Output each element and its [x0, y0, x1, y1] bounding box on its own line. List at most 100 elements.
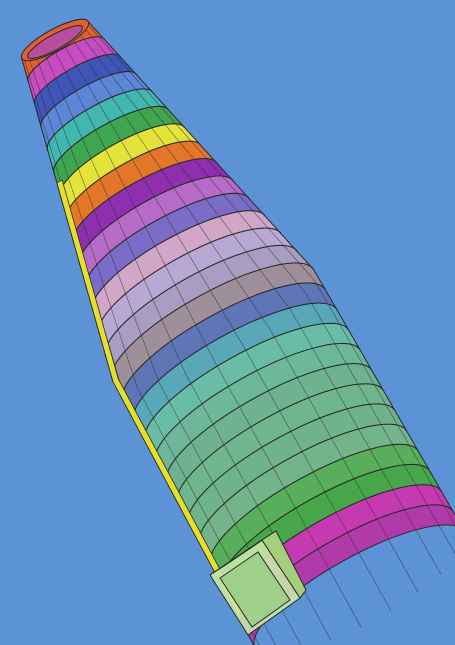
- mesh-line: [65, 101, 77, 125]
- mesh-line: [254, 365, 266, 387]
- mesh-line: [337, 449, 350, 471]
- mesh-line: [129, 122, 144, 144]
- mesh-line: [164, 123, 181, 143]
- top-opening: [20, 18, 90, 62]
- mesh-line: [88, 24, 105, 44]
- mesh-line: [147, 407, 160, 429]
- mesh-line: [191, 259, 205, 282]
- mesh-line: [326, 429, 339, 451]
- mesh-line: [132, 85, 149, 106]
- mesh-line: [31, 83, 39, 107]
- mesh-line: [200, 191, 216, 212]
- mesh-line: [265, 385, 278, 407]
- mesh-line: [24, 60, 32, 84]
- mesh-line: [203, 465, 215, 486]
- mesh-line: [198, 225, 214, 246]
- mesh-line: [153, 195, 167, 218]
- mesh-line: [417, 533, 430, 554]
- mesh-line: [281, 608, 293, 630]
- mesh-line: [111, 162, 124, 185]
- mesh-line: [333, 508, 346, 530]
- mesh-line: [382, 472, 395, 493]
- mesh-line: [66, 73, 79, 97]
- mesh-line: [429, 553, 442, 575]
- mesh-line: [258, 236, 275, 257]
- mesh-line: [73, 40, 88, 62]
- mesh-line: [110, 74, 126, 95]
- mesh-line: [322, 488, 335, 509]
- mesh-line: [123, 184, 136, 207]
- mesh-line: [304, 524, 317, 546]
- mesh-line: [136, 79, 153, 98]
- mesh-line: [371, 380, 385, 402]
- mesh-line: [338, 586, 351, 607]
- mesh-line: [225, 506, 238, 528]
- mesh-line: [395, 421, 408, 442]
- mesh-line: [150, 359, 160, 383]
- mesh-line: [80, 174, 90, 198]
- mesh-line: [233, 188, 250, 208]
- mesh-line: [395, 551, 408, 573]
- mesh-line: [51, 153, 60, 177]
- mesh-line: [215, 211, 231, 232]
- mesh-line: [406, 513, 419, 534]
- mesh-line: [291, 368, 304, 389]
- mesh-line: [44, 107, 54, 131]
- mesh-line: [302, 330, 315, 351]
- mesh-line: [214, 485, 227, 507]
- mesh-line: [179, 142, 197, 162]
- mesh-line: [165, 328, 176, 352]
- mesh-line: [101, 81, 116, 103]
- mesh-line: [236, 401, 249, 423]
- mesh-line: [121, 340, 130, 364]
- cylinder-rings: [20, 18, 455, 645]
- mesh-line: [290, 274, 307, 294]
- mesh-line: [325, 299, 338, 321]
- mesh-line: [179, 238, 193, 260]
- mesh-line: [29, 60, 38, 84]
- mesh-line: [314, 408, 327, 430]
- mesh-line: [247, 422, 260, 444]
- mesh-line: [45, 82, 55, 106]
- mesh-line: [148, 104, 165, 125]
- mesh-line: [242, 344, 255, 366]
- mesh-line: [195, 161, 212, 181]
- mesh-line: [214, 531, 226, 553]
- mesh-line: [203, 510, 215, 532]
- mesh-line: [305, 293, 319, 314]
- mesh-line: [269, 634, 276, 645]
- mesh-line: [64, 46, 78, 69]
- mesh-line: [379, 590, 392, 611]
- mesh-line: [55, 51, 67, 75]
- mesh-line: [85, 29, 102, 49]
- mesh-line: [367, 569, 380, 591]
- mesh-line: [340, 354, 353, 375]
- mesh-line: [290, 309, 303, 331]
- mesh-line: [441, 501, 454, 523]
- mesh-line: [245, 250, 261, 271]
- mesh-line: [141, 336, 151, 360]
- mesh-line: [175, 351, 186, 374]
- mesh-line: [125, 237, 136, 261]
- mesh-line: [168, 272, 181, 295]
- mesh-line: [293, 504, 305, 526]
- mesh-line: [359, 431, 372, 453]
- mesh-line: [433, 516, 446, 537]
- mesh-line: [97, 220, 108, 245]
- small-box-attachment: [209, 530, 307, 636]
- mesh-line: [71, 151, 82, 175]
- mesh-line: [360, 490, 373, 512]
- mesh-line: [83, 223, 92, 248]
- mesh-line: [169, 448, 182, 470]
- mesh-line: [169, 403, 182, 425]
- mesh-line: [191, 490, 204, 511]
- mesh-line: [275, 290, 291, 311]
- mesh-line: [95, 54, 111, 75]
- mesh-line: [218, 435, 231, 457]
- mesh-line: [196, 394, 209, 416]
- mesh-line: [252, 496, 265, 518]
- mesh-line: [184, 133, 202, 153]
- mesh-line: [349, 470, 362, 491]
- mesh-line: [375, 414, 388, 436]
- mesh-line: [383, 531, 396, 552]
